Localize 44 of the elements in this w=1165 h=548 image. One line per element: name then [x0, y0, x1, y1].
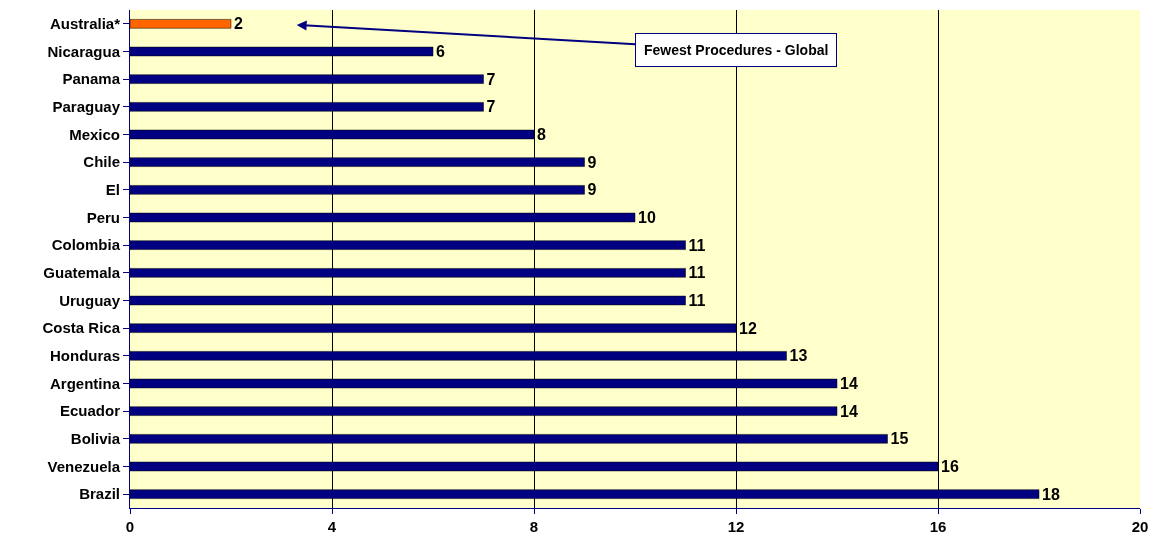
y-tick-label: Colombia: [51, 236, 121, 254]
y-tick-label: Bolivia: [70, 430, 121, 448]
data-label: 14: [840, 375, 858, 392]
data-label: 13: [789, 347, 808, 365]
y-tick-label: Costa Rica: [42, 319, 121, 337]
y-tick-label: El: [105, 181, 120, 199]
data-label: 18: [1042, 485, 1060, 503]
data-label: 9: [587, 153, 597, 171]
annotation: Fewest Procedures - Global: [644, 42, 829, 58]
y-tick-label: Peru: [86, 208, 120, 226]
y-tick-label: Mexico: [69, 125, 120, 143]
x-tick-label: 0: [125, 518, 135, 535]
data-label: 11: [688, 292, 706, 309]
x-tick-label: 20: [1131, 518, 1149, 535]
data-label: 15: [890, 430, 909, 448]
data-label: 12: [739, 319, 757, 337]
data-label: 10: [638, 209, 656, 226]
x-tick-label: 12: [727, 518, 745, 535]
x-tick-label: 4: [327, 518, 337, 535]
y-tick-label: Australia*: [49, 15, 121, 33]
data-label: 7: [486, 70, 496, 88]
y-tick-label: Ecuador: [59, 402, 121, 420]
x-tick-label: 16: [929, 518, 947, 535]
data-label: 16: [941, 458, 959, 475]
x-tick-label: 8: [529, 518, 539, 535]
data-label: 14: [840, 402, 858, 420]
y-tick-label: Honduras: [49, 347, 120, 365]
data-label: 8: [537, 126, 546, 143]
data-label: 11: [688, 264, 706, 282]
bar: [130, 19, 232, 29]
data-label: 6: [436, 43, 445, 60]
data-label: 2: [234, 15, 243, 33]
y-tick-label: Argentina: [49, 374, 121, 392]
y-tick-label: Venezuela: [47, 457, 121, 475]
y-tick-label: Chile: [83, 153, 120, 171]
y-tick-label: Brazil: [79, 485, 120, 503]
data-label: 11: [688, 236, 706, 254]
y-tick-label: Paraguay: [52, 98, 121, 116]
y-tick-label: Panama: [62, 70, 121, 88]
data-label: 7: [486, 98, 496, 116]
y-tick-label: Nicaragua: [47, 42, 121, 60]
data-label: 9: [587, 181, 597, 199]
y-tick-label: Guatemala: [43, 264, 121, 282]
y-tick-label: Uruguay: [59, 291, 121, 309]
